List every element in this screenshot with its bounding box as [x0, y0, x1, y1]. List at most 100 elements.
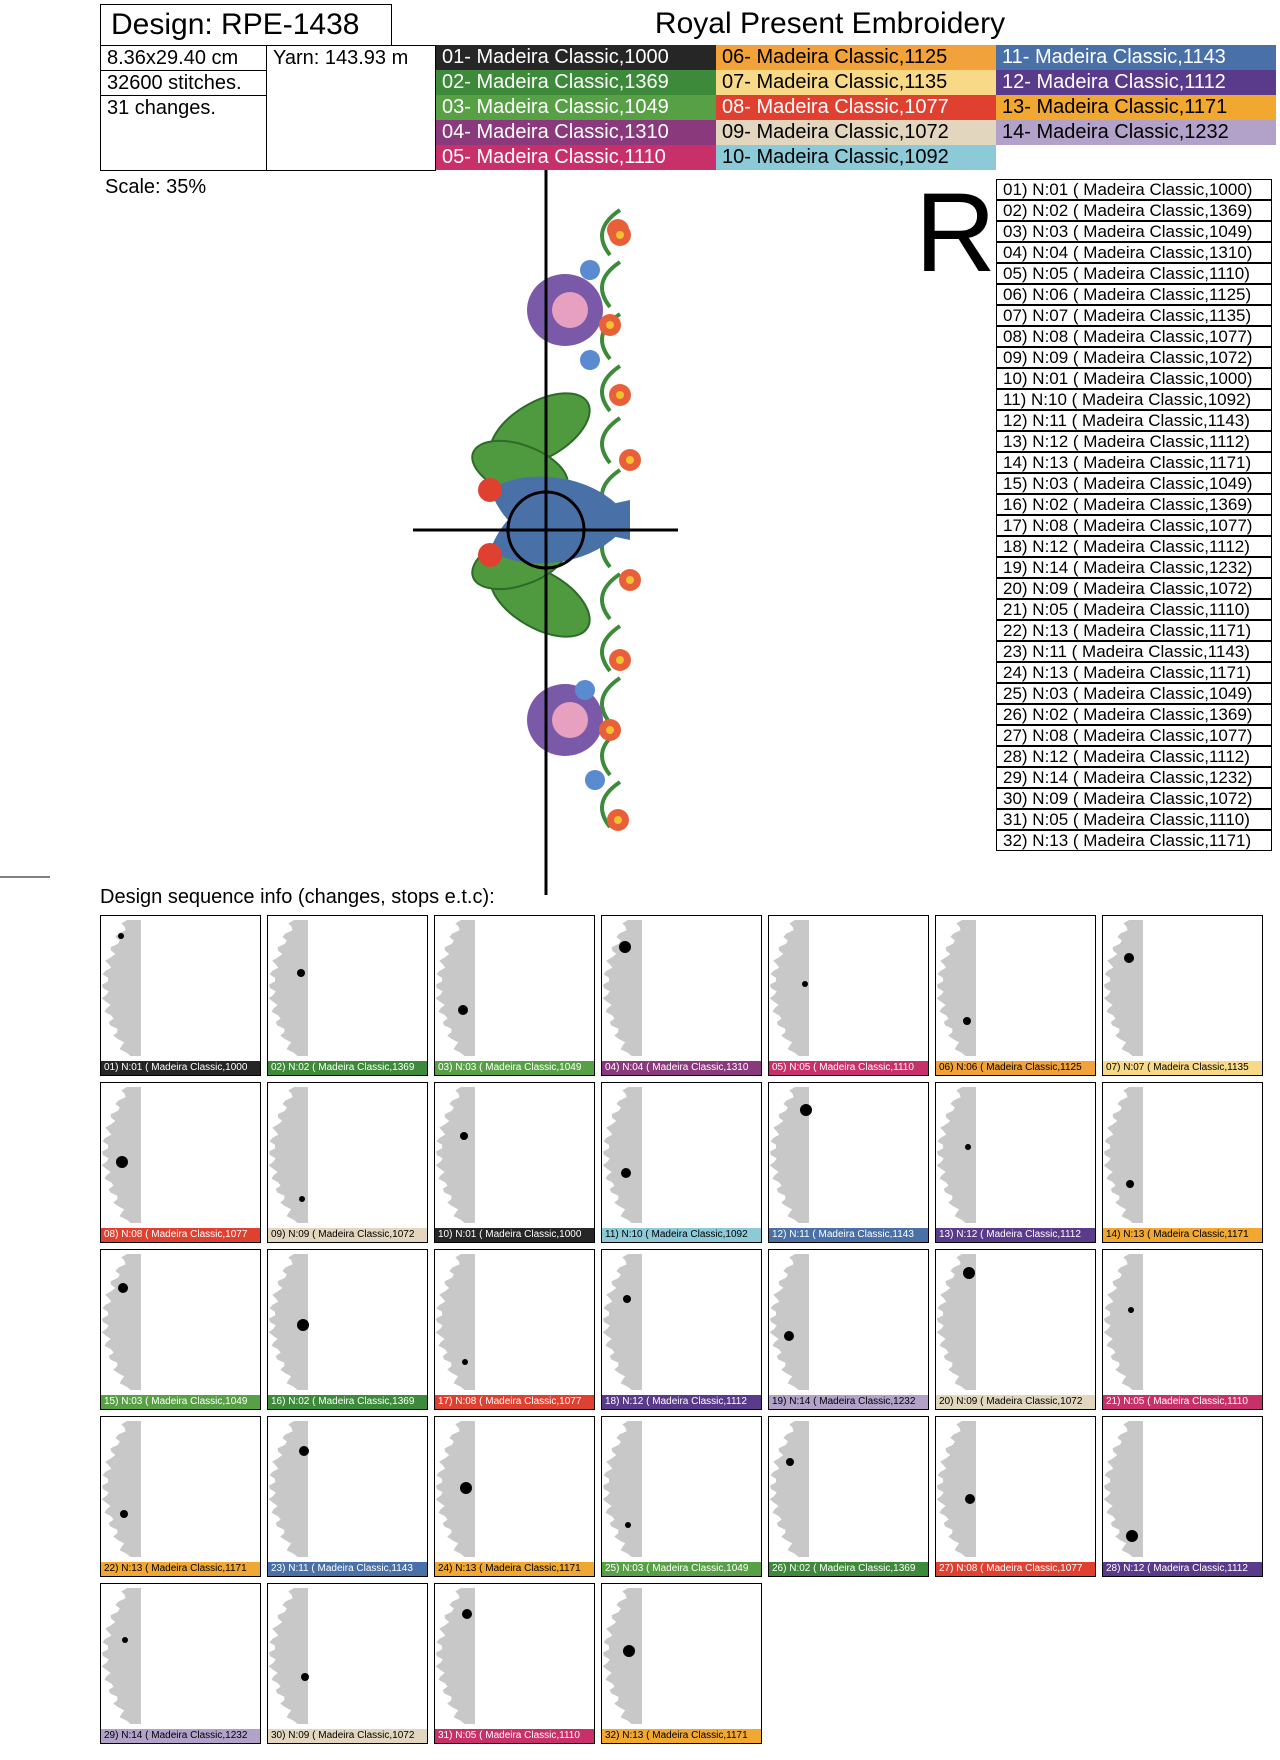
thumbnail-caption: 19) N:14 ( Madeira Classic,1232 — [769, 1395, 928, 1409]
thumbnail-image — [435, 1588, 475, 1724]
palette-entry: 12- Madeira Classic,1112 — [996, 70, 1276, 95]
thumbnail-image — [435, 920, 475, 1056]
flower — [580, 260, 600, 280]
thumbnail-caption: 20) N:09 ( Madeira Classic,1072 — [936, 1395, 1095, 1409]
thumbnail: 10) N:01 ( Madeira Classic,1000 — [434, 1082, 595, 1243]
thumbnail-caption: 16) N:02 ( Madeira Classic,1369 — [268, 1395, 427, 1409]
sequence-title: Design sequence info (changes, stops e.t… — [100, 886, 495, 908]
rooster — [490, 500, 630, 564]
thumbnail-caption: 31) N:05 ( Madeira Classic,1110 — [435, 1729, 594, 1743]
silhouette — [268, 1087, 308, 1223]
flower-center — [606, 321, 614, 329]
thumbnail: 14) N:13 ( Madeira Classic,1171 — [1102, 1082, 1263, 1243]
stitch-area — [800, 1104, 812, 1116]
thumbnail: 22) N:13 ( Madeira Classic,1171 — [100, 1416, 261, 1577]
sequence-entry: 27) N:08 ( Madeira Classic,1077) — [996, 725, 1272, 746]
palette-entry: 03- Madeira Classic,1049 — [436, 95, 716, 120]
thumbnail-image — [1103, 920, 1143, 1056]
thumbnail: 09) N:09 ( Madeira Classic,1072 — [267, 1082, 428, 1243]
thumbnail-caption: 17) N:08 ( Madeira Classic,1077 — [435, 1395, 594, 1409]
sequence-entry: 13) N:12 ( Madeira Classic,1112) — [996, 431, 1272, 452]
stitch-area — [623, 1645, 635, 1657]
thumbnail-caption: 01) N:01 ( Madeira Classic,1000 — [101, 1061, 260, 1075]
flower-center — [614, 816, 622, 824]
thumbnail: 08) N:08 ( Madeira Classic,1077 — [100, 1082, 261, 1243]
title: Royal Present Embroidery — [654, 7, 1006, 40]
thumbnail: 30) N:09 ( Madeira Classic,1072 — [267, 1583, 428, 1744]
sequence-entry: 11) N:10 ( Madeira Classic,1092) — [996, 389, 1272, 410]
thumbnail-image — [435, 1254, 475, 1390]
flower-center — [616, 231, 624, 239]
sequence-entry: 03) N:03 ( Madeira Classic,1049) — [996, 221, 1272, 242]
stem — [600, 364, 622, 413]
comb — [478, 478, 502, 502]
thumbnail-image — [936, 920, 976, 1056]
thumbnail-caption: 21) N:05 ( Madeira Classic,1110 — [1103, 1395, 1262, 1409]
palette-entry: 01- Madeira Classic,1000 — [436, 45, 716, 70]
thumbnail-image — [769, 920, 809, 1056]
thumbnail-image — [602, 1421, 642, 1557]
sequence-entry: 22) N:13 ( Madeira Classic,1171) — [996, 620, 1272, 641]
sequence-entry: 32) N:13 ( Madeira Classic,1171) — [996, 830, 1272, 851]
stitch-area — [301, 1673, 309, 1681]
flower-center — [606, 726, 614, 734]
silhouette — [936, 1087, 976, 1223]
thumbnail-image — [435, 1421, 475, 1557]
thumbnail: 16) N:02 ( Madeira Classic,1369 — [267, 1249, 428, 1410]
thumbnail-image — [268, 1087, 308, 1223]
thumbnail: 01) N:01 ( Madeira Classic,1000 — [100, 915, 261, 1076]
thumbnail-image — [602, 1087, 642, 1223]
palette-entry: 04- Madeira Classic,1310 — [436, 120, 716, 145]
stitch-area — [965, 1144, 971, 1150]
design-id: Design: RPE-1438 — [100, 4, 392, 46]
design-preview — [0, 170, 678, 895]
palette-entry: 13- Madeira Classic,1171 — [996, 95, 1276, 120]
silhouette — [1103, 1087, 1143, 1223]
silhouette — [936, 920, 976, 1056]
silhouette — [769, 1421, 809, 1557]
thumbnail-caption: 30) N:09 ( Madeira Classic,1072 — [268, 1729, 427, 1743]
thumbnail-image — [769, 1087, 812, 1223]
sequence-entry: 12) N:11 ( Madeira Classic,1143) — [996, 410, 1272, 431]
silhouette — [769, 920, 809, 1056]
stem — [600, 624, 622, 673]
big-letter: R — [915, 170, 996, 295]
yarn: Yarn: 143.93 m — [273, 47, 409, 69]
thumbnail: 07) N:07 ( Madeira Classic,1135 — [1102, 915, 1263, 1076]
thumbnail: 26) N:02 ( Madeira Classic,1369 — [768, 1416, 929, 1577]
silhouette — [435, 920, 475, 1056]
thumbnail: 28) N:12 ( Madeira Classic,1112 — [1102, 1416, 1263, 1577]
stitch-area — [1126, 1180, 1134, 1188]
flower-center — [626, 576, 634, 584]
stitch-area — [116, 1156, 128, 1168]
flower — [585, 770, 605, 790]
thumbnail: 27) N:08 ( Madeira Classic,1077 — [935, 1416, 1096, 1577]
thumbnail-caption: 03) N:03 ( Madeira Classic,1049 — [435, 1061, 594, 1075]
thumbnail-image — [936, 1087, 976, 1223]
flower-center — [616, 656, 624, 664]
thumbnail-caption: 08) N:08 ( Madeira Classic,1077 — [101, 1228, 260, 1242]
stitch-area — [965, 1494, 975, 1504]
thumbnail-caption: 28) N:12 ( Madeira Classic,1112 — [1103, 1562, 1262, 1576]
sequence-entry: 01) N:01 ( Madeira Classic,1000) — [996, 179, 1272, 200]
silhouette — [268, 1588, 308, 1724]
sequence-entry: 31) N:05 ( Madeira Classic,1110) — [996, 809, 1272, 830]
thumbnail: 31) N:05 ( Madeira Classic,1110 — [434, 1583, 595, 1744]
silhouette — [602, 1254, 642, 1390]
stitch-area — [118, 933, 124, 939]
thumbnail-caption: 23) N:11 ( Madeira Classic,1143 — [268, 1562, 427, 1576]
sequence-entry: 23) N:11 ( Madeira Classic,1143) — [996, 641, 1272, 662]
silhouette — [101, 1254, 141, 1390]
comb — [478, 543, 502, 567]
silhouette — [101, 920, 141, 1056]
scale: Scale: 35% — [105, 176, 207, 198]
sequence-entry: 26) N:02 ( Madeira Classic,1369) — [996, 704, 1272, 725]
thumbnail-caption: 14) N:13 ( Madeira Classic,1171 — [1103, 1228, 1262, 1242]
stitch-area — [118, 1283, 128, 1293]
stitch-area — [619, 941, 631, 953]
thumbnail-caption: 15) N:03 ( Madeira Classic,1049 — [101, 1395, 260, 1409]
thumbnail-image — [602, 1588, 642, 1724]
sequence-entry: 02) N:02 ( Madeira Classic,1369) — [996, 200, 1272, 221]
silhouette — [435, 1254, 475, 1390]
silhouette — [1103, 920, 1143, 1056]
